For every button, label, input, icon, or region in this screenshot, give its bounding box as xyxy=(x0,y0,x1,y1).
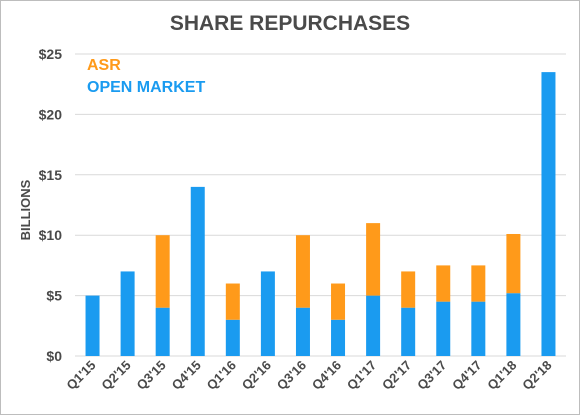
x-tick-label: Q4'17 xyxy=(449,358,484,393)
x-tick-label: Q3'16 xyxy=(274,358,309,393)
x-axis-ticks: Q1'15 Q2'15 Q3'15 Q4'15 Q1'16 Q2'16 Q3'16 Q4'16… xyxy=(63,358,554,393)
x-tick-label: Q1'15 xyxy=(63,358,98,393)
bar-asr xyxy=(401,271,416,308)
bar-open-market xyxy=(190,186,205,356)
bar-asr xyxy=(331,283,346,320)
y-axis-label: BILLIONS xyxy=(18,179,33,240)
bar-open-market xyxy=(260,271,275,356)
bar-asr xyxy=(155,235,170,308)
legend-open-market: OPEN MARKET xyxy=(87,79,205,96)
bar-open-market xyxy=(85,295,100,356)
bar-open-market xyxy=(471,301,486,356)
y-tick-label: $0 xyxy=(46,348,62,364)
y-tick-label: $5 xyxy=(46,288,62,304)
y-tick-label: $20 xyxy=(39,106,63,122)
bar-asr xyxy=(471,265,486,302)
bar-asr xyxy=(506,233,521,294)
bar-asr xyxy=(436,265,451,302)
x-tick-label: Q3'15 xyxy=(134,358,169,393)
y-tick-label: $10 xyxy=(39,227,63,243)
bar-open-market xyxy=(331,319,346,356)
x-tick-label: Q4'16 xyxy=(309,358,344,393)
y-tick-label: $25 xyxy=(39,46,63,62)
bar-asr xyxy=(366,223,381,296)
legend-asr: ASR xyxy=(87,57,121,74)
x-tick-label: Q2'15 xyxy=(98,358,133,393)
bar-open-market xyxy=(295,307,310,356)
y-tick-label: $15 xyxy=(39,167,63,183)
y-axis-ticks: $0 $5 $10 $15 $20 $25 xyxy=(39,46,63,364)
gridlines xyxy=(75,53,566,357)
bar-open-market xyxy=(155,307,170,356)
bar-open-market xyxy=(225,319,240,356)
x-tick-label: Q4'15 xyxy=(169,358,204,393)
chart-title: SHARE REPURCHASES xyxy=(170,12,410,35)
x-tick-label: Q3'17 xyxy=(414,358,449,393)
bars xyxy=(85,72,556,357)
bar-open-market xyxy=(436,301,451,356)
x-tick-label: Q2'18 xyxy=(519,358,554,393)
x-tick-label: Q2'16 xyxy=(239,358,274,393)
x-tick-label: Q1'18 xyxy=(484,358,519,393)
bar-open-market xyxy=(366,295,381,356)
bar-open-market xyxy=(506,293,521,356)
bar-asr xyxy=(295,235,310,308)
x-tick-label: Q1'17 xyxy=(344,358,379,393)
bar-open-market xyxy=(120,271,135,356)
bar-open-market xyxy=(541,72,556,357)
x-tick-label: Q2'17 xyxy=(379,358,414,393)
bar-open-market xyxy=(401,307,416,356)
bar-asr xyxy=(225,283,240,320)
x-tick-label: Q1'16 xyxy=(204,358,239,393)
